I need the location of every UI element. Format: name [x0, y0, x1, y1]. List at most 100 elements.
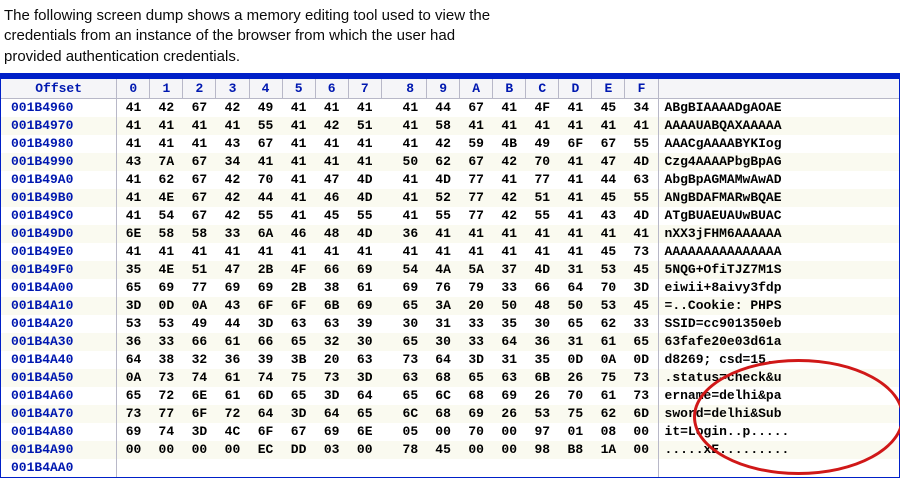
- hex-cell: 66: [315, 261, 348, 279]
- hex-cell: 35: [117, 261, 150, 279]
- table-row: 001B497041414141554142514158414141414141…: [1, 117, 899, 135]
- hex-cell: 73: [625, 369, 658, 387]
- hex-cell: 65: [117, 387, 150, 405]
- hex-cell: 51: [526, 189, 559, 207]
- hex-cell: 41: [394, 243, 426, 261]
- hex-cell: 72: [150, 387, 183, 405]
- hex-cell: 55: [348, 207, 381, 225]
- hex-cell: 00: [216, 441, 249, 459]
- hex-cell: 00: [493, 423, 526, 441]
- hex-cell: 58: [150, 225, 183, 243]
- offset-cell: 001B49A0: [1, 171, 117, 189]
- hex-cell: EC: [249, 441, 282, 459]
- hex-cell: 4E: [150, 261, 183, 279]
- hex-cell: 67: [460, 98, 493, 117]
- hex-cell: 37: [493, 261, 526, 279]
- ascii-cell: =..Cookie: PHPS: [658, 297, 899, 315]
- hex-cell: 03: [315, 441, 348, 459]
- hex-body: 001B49604142674249414141414467414F414534…: [1, 98, 899, 477]
- hex-cell: 41: [493, 243, 526, 261]
- hex-cell: [460, 459, 493, 477]
- hex-cell: 41: [117, 189, 150, 207]
- offset-cell: 001B4980: [1, 135, 117, 153]
- hex-cell: 53: [592, 297, 625, 315]
- hex-cell: 42: [493, 207, 526, 225]
- ascii-cell: ABgBIAAAADgAOAE: [658, 98, 899, 117]
- gap-cell: [381, 135, 394, 153]
- hex-cell: 42: [427, 135, 460, 153]
- hex-cell: 62: [427, 153, 460, 171]
- hex-cell: 70: [249, 171, 282, 189]
- hex-cell: 46: [282, 225, 315, 243]
- hex-cell: 6F: [559, 135, 592, 153]
- col-ascii: [658, 79, 899, 99]
- hex-cell: 36: [216, 351, 249, 369]
- hex-cell: 43: [117, 153, 150, 171]
- hex-cell: 41: [282, 98, 315, 117]
- table-row: 001B4A6065726E616D653D64656C686926706173…: [1, 387, 899, 405]
- hex-cell: 33: [493, 279, 526, 297]
- hex-cell: 26: [493, 405, 526, 423]
- hex-cell: 65: [625, 333, 658, 351]
- col-0: 0: [117, 79, 150, 99]
- gap-cell: [381, 98, 394, 117]
- table-row: 001B49604142674249414141414467414F414534…: [1, 98, 899, 117]
- offset-cell: 001B4A70: [1, 405, 117, 423]
- hex-cell: 62: [592, 405, 625, 423]
- hex-cell: 6D: [625, 405, 658, 423]
- hex-cell: 41: [282, 189, 315, 207]
- hex-cell: 4C: [216, 423, 249, 441]
- hex-cell: 6F: [183, 405, 216, 423]
- ascii-cell: AAACgAAAABYKIog: [658, 135, 899, 153]
- hex-cell: 75: [592, 369, 625, 387]
- col-5: 5: [282, 79, 315, 99]
- hex-cell: 44: [427, 98, 460, 117]
- hex-cell: 34: [625, 98, 658, 117]
- hex-cell: 41: [216, 243, 249, 261]
- hex-cell: 73: [625, 243, 658, 261]
- hex-cell: [559, 459, 592, 477]
- ascii-cell: AAAAAAAAAAAAAAA: [658, 243, 899, 261]
- hex-cell: 50: [559, 297, 592, 315]
- hex-cell: 65: [282, 333, 315, 351]
- gap-cell: [381, 189, 394, 207]
- hex-cell: 47: [216, 261, 249, 279]
- col-gap: [381, 79, 394, 99]
- hex-cell: 65: [117, 279, 150, 297]
- col-6: 6: [315, 79, 348, 99]
- col-C: C: [526, 79, 559, 99]
- hex-cell: 64: [117, 351, 150, 369]
- hex-cell: 41: [282, 117, 315, 135]
- col-F: F: [625, 79, 658, 99]
- hex-cell: 41: [183, 117, 216, 135]
- table-row: 001B49F0354E51472B4F6669544A5A374D315345…: [1, 261, 899, 279]
- hex-cell: 26: [526, 387, 559, 405]
- hex-cell: 38: [315, 279, 348, 297]
- hex-cell: 69: [460, 405, 493, 423]
- hex-cell: 73: [625, 387, 658, 405]
- offset-cell: 001B49E0: [1, 243, 117, 261]
- col-9: 9: [427, 79, 460, 99]
- hex-cell: 41: [315, 98, 348, 117]
- hex-cell: 41: [117, 98, 150, 117]
- hex-cell: 0A: [117, 369, 150, 387]
- table-row: 001B4A7073776F72643D64656C6869265375626D…: [1, 405, 899, 423]
- hex-cell: 41: [526, 117, 559, 135]
- hex-cell: 97: [526, 423, 559, 441]
- hex-cell: 3D: [282, 405, 315, 423]
- table-row: 001B4A4064383236393B206373643D31350D0A0D…: [1, 351, 899, 369]
- hex-cell: 63: [625, 171, 658, 189]
- hex-cell: 61: [216, 369, 249, 387]
- hex-cell: 41: [460, 243, 493, 261]
- hex-cell: 00: [493, 441, 526, 459]
- hex-cell: 67: [249, 135, 282, 153]
- hex-cell: 44: [249, 189, 282, 207]
- hex-cell: 70: [526, 153, 559, 171]
- hex-cell: 67: [183, 153, 216, 171]
- hex-cell: 30: [394, 315, 426, 333]
- hex-cell: [216, 459, 249, 477]
- offset-cell: 001B49F0: [1, 261, 117, 279]
- hex-cell: 65: [282, 387, 315, 405]
- offset-cell: 001B4A20: [1, 315, 117, 333]
- hex-cell: [394, 459, 426, 477]
